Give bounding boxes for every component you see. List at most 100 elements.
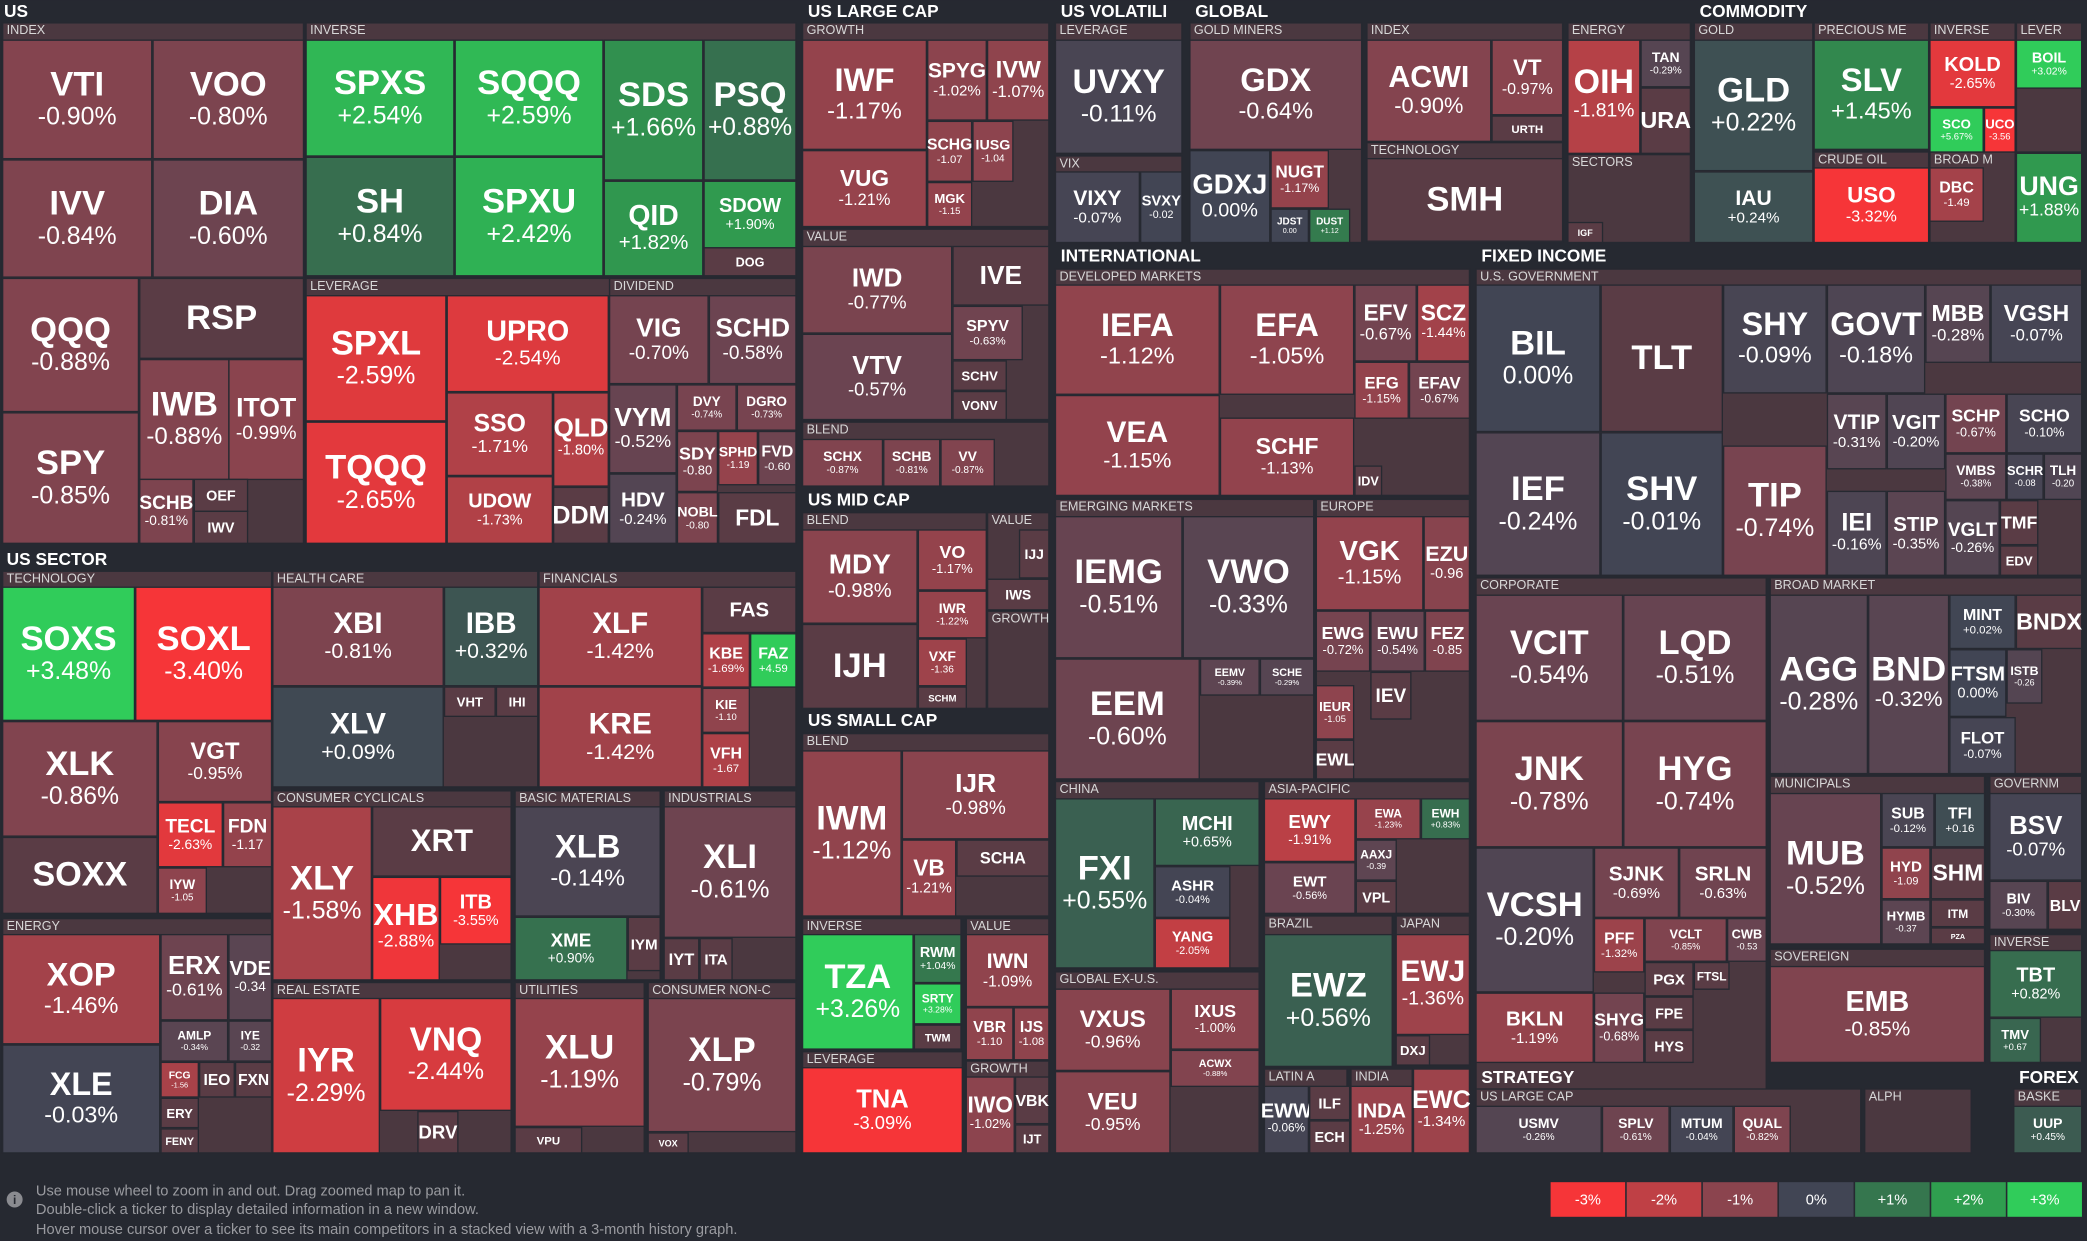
tile[interactable]: UCO-3.56 (1983, 107, 2016, 153)
tile[interactable]: SCHB-0.81% (139, 478, 194, 544)
tile[interactable]: TFI+0.16 (1934, 792, 1986, 848)
tile[interactable]: GOVT-0.18% (1826, 284, 1926, 394)
tile[interactable]: EWY-1.91% (1263, 798, 1356, 863)
tile[interactable]: VOO-0.80% (152, 39, 305, 160)
tile[interactable]: XHB-2.88% (372, 876, 440, 981)
tile[interactable]: GLD+0.22% (1693, 39, 1814, 172)
tile[interactable]: IEO (198, 1061, 235, 1098)
tile[interactable]: ERX-0.61% (160, 933, 229, 1021)
tile[interactable]: SLV+1.45% (1813, 39, 1930, 150)
tile[interactable]: FTSL (1693, 961, 1730, 990)
tile[interactable]: DIA-0.60% (152, 159, 305, 278)
tile[interactable]: IGF (1567, 221, 1604, 244)
tile[interactable]: STIP-0.35% (1886, 490, 1946, 576)
tile[interactable]: AAXJ-0.39 (1355, 839, 1397, 881)
tile[interactable]: RWM+1.04% (913, 933, 962, 984)
tile[interactable]: HDV-0.24% (608, 473, 677, 544)
tile[interactable]: DVY-0.74% (676, 384, 737, 431)
tile[interactable]: BSV-0.07% (1989, 792, 2083, 881)
tile[interactable]: SH+0.84% (305, 156, 455, 277)
tile[interactable]: IWF-1.17% (801, 39, 928, 150)
tile[interactable]: VO-1.17% (917, 529, 987, 591)
tile[interactable]: UNG+1.88% (2015, 152, 2083, 244)
tile[interactable]: PGX (1644, 961, 1694, 997)
tile[interactable]: URA (1640, 87, 1691, 154)
tile[interactable]: AGG-0.28% (1769, 594, 1869, 775)
tile[interactable]: SCHX-0.87% (801, 438, 884, 487)
tile[interactable]: IXUS-1.00% (1170, 988, 1260, 1050)
tile[interactable]: SHV-0.01% (1600, 432, 1723, 576)
tile[interactable]: SPXL-2.59% (305, 295, 447, 422)
tile[interactable]: EWC-1.34% (1412, 1068, 1471, 1154)
tile[interactable]: ITB-3.55% (439, 876, 512, 945)
tile[interactable]: BLV (2047, 880, 2083, 930)
tile[interactable]: VUG-1.21% (801, 149, 928, 228)
tile[interactable]: XLE-0.03% (1, 1044, 161, 1154)
tile[interactable]: EEM-0.60% (1054, 658, 1200, 780)
tile[interactable]: GDX-0.64% (1189, 39, 1363, 150)
tile[interactable]: EWZ+0.56% (1263, 933, 1393, 1068)
tile[interactable]: VGT-0.95% (157, 720, 273, 803)
tile[interactable]: SPXS+2.54% (305, 39, 455, 157)
tile[interactable]: XLU-1.19% (514, 997, 645, 1127)
tile[interactable]: IYR-2.29% (272, 997, 380, 1154)
tile[interactable]: IEUR-1.05 (1315, 685, 1355, 740)
tile[interactable]: EDV (1999, 545, 2039, 576)
tile[interactable]: VHT (443, 686, 496, 717)
tile[interactable]: LQD-0.51% (1623, 594, 1767, 721)
tile[interactable]: UDOW-1.73% (446, 476, 554, 544)
tile[interactable]: XME+0.90% (514, 916, 628, 981)
tile[interactable]: FVD-0.60 (758, 430, 797, 486)
tile[interactable]: VB-1.21% (901, 839, 957, 917)
tile[interactable]: CWB-0.53 (1726, 917, 1767, 962)
tile[interactable]: KBE-1.69% (702, 633, 751, 688)
tile[interactable]: SDS+1.66% (603, 39, 704, 181)
tile[interactable]: SCHR-0.08 (2006, 453, 2044, 501)
tile[interactable]: IJT (1014, 1124, 1050, 1154)
tile[interactable]: DBC-1.49 (1929, 167, 1984, 222)
tile[interactable]: TLT (1600, 284, 1723, 433)
tile[interactable]: VPU (514, 1126, 583, 1154)
tile[interactable]: TNA-3.09% (801, 1067, 963, 1154)
tile[interactable]: IYM (627, 916, 661, 972)
tile[interactable]: UPRO-2.54% (446, 295, 609, 393)
tile[interactable]: TBT+0.82% (1989, 949, 2083, 1018)
tile[interactable]: VXF-1.36 (917, 638, 967, 687)
tile[interactable]: EFAV-0.67% (1408, 361, 1471, 419)
tile[interactable]: VCLT-0.85% (1644, 917, 1727, 962)
tile[interactable]: INDA-1.25% (1350, 1085, 1413, 1154)
tile[interactable]: PSQ+0.88% (703, 39, 797, 181)
tile[interactable]: SOXL-3.40% (135, 586, 273, 721)
tile[interactable]: ITA (699, 937, 733, 981)
tile[interactable]: VT-0.97% (1491, 39, 1564, 116)
tile[interactable]: IJH (801, 623, 918, 710)
tile[interactable]: SCHD-0.58% (708, 295, 797, 385)
tile[interactable]: DRV (417, 1110, 459, 1154)
tile[interactable]: AMLP-0.34% (160, 1020, 229, 1062)
tile[interactable]: IVW-1.07% (986, 39, 1050, 121)
tile[interactable]: IJJ (1018, 529, 1050, 579)
tile[interactable]: TZA+3.26% (801, 933, 914, 1050)
tile[interactable]: QQQ-0.88% (1, 277, 140, 413)
tile[interactable]: VOX (647, 1132, 689, 1154)
tile[interactable]: QID+1.82% (603, 180, 704, 277)
tile[interactable]: MBB-0.28% (1925, 284, 1991, 363)
tile[interactable]: SMH (1366, 157, 1564, 242)
tile[interactable]: QLD-1.80% (553, 392, 609, 487)
tile[interactable]: SPLV-0.61% (1601, 1105, 1670, 1154)
tile[interactable]: IWM-1.12% (801, 750, 902, 917)
tile[interactable]: IEF-0.24% (1475, 432, 1601, 576)
tile[interactable]: MINT+0.02% (1949, 594, 2016, 650)
tile[interactable]: IAU+0.24% (1693, 171, 1814, 244)
tile[interactable]: SSO-1.71% (446, 392, 554, 477)
tile[interactable]: FEZ-0.85 (1424, 610, 1471, 672)
tile[interactable]: KIE-1.10 (702, 687, 751, 733)
tile[interactable]: VONV (952, 390, 1007, 421)
tile[interactable]: ECH (1309, 1120, 1351, 1154)
tile[interactable]: TAN-0.29% (1640, 39, 1692, 88)
tile[interactable]: HYS (1644, 1029, 1694, 1064)
tile[interactable]: SRTY+3.28% (913, 983, 962, 1025)
tile[interactable]: FENY (160, 1128, 199, 1154)
tile[interactable]: SCHF-1.13% (1219, 417, 1355, 497)
